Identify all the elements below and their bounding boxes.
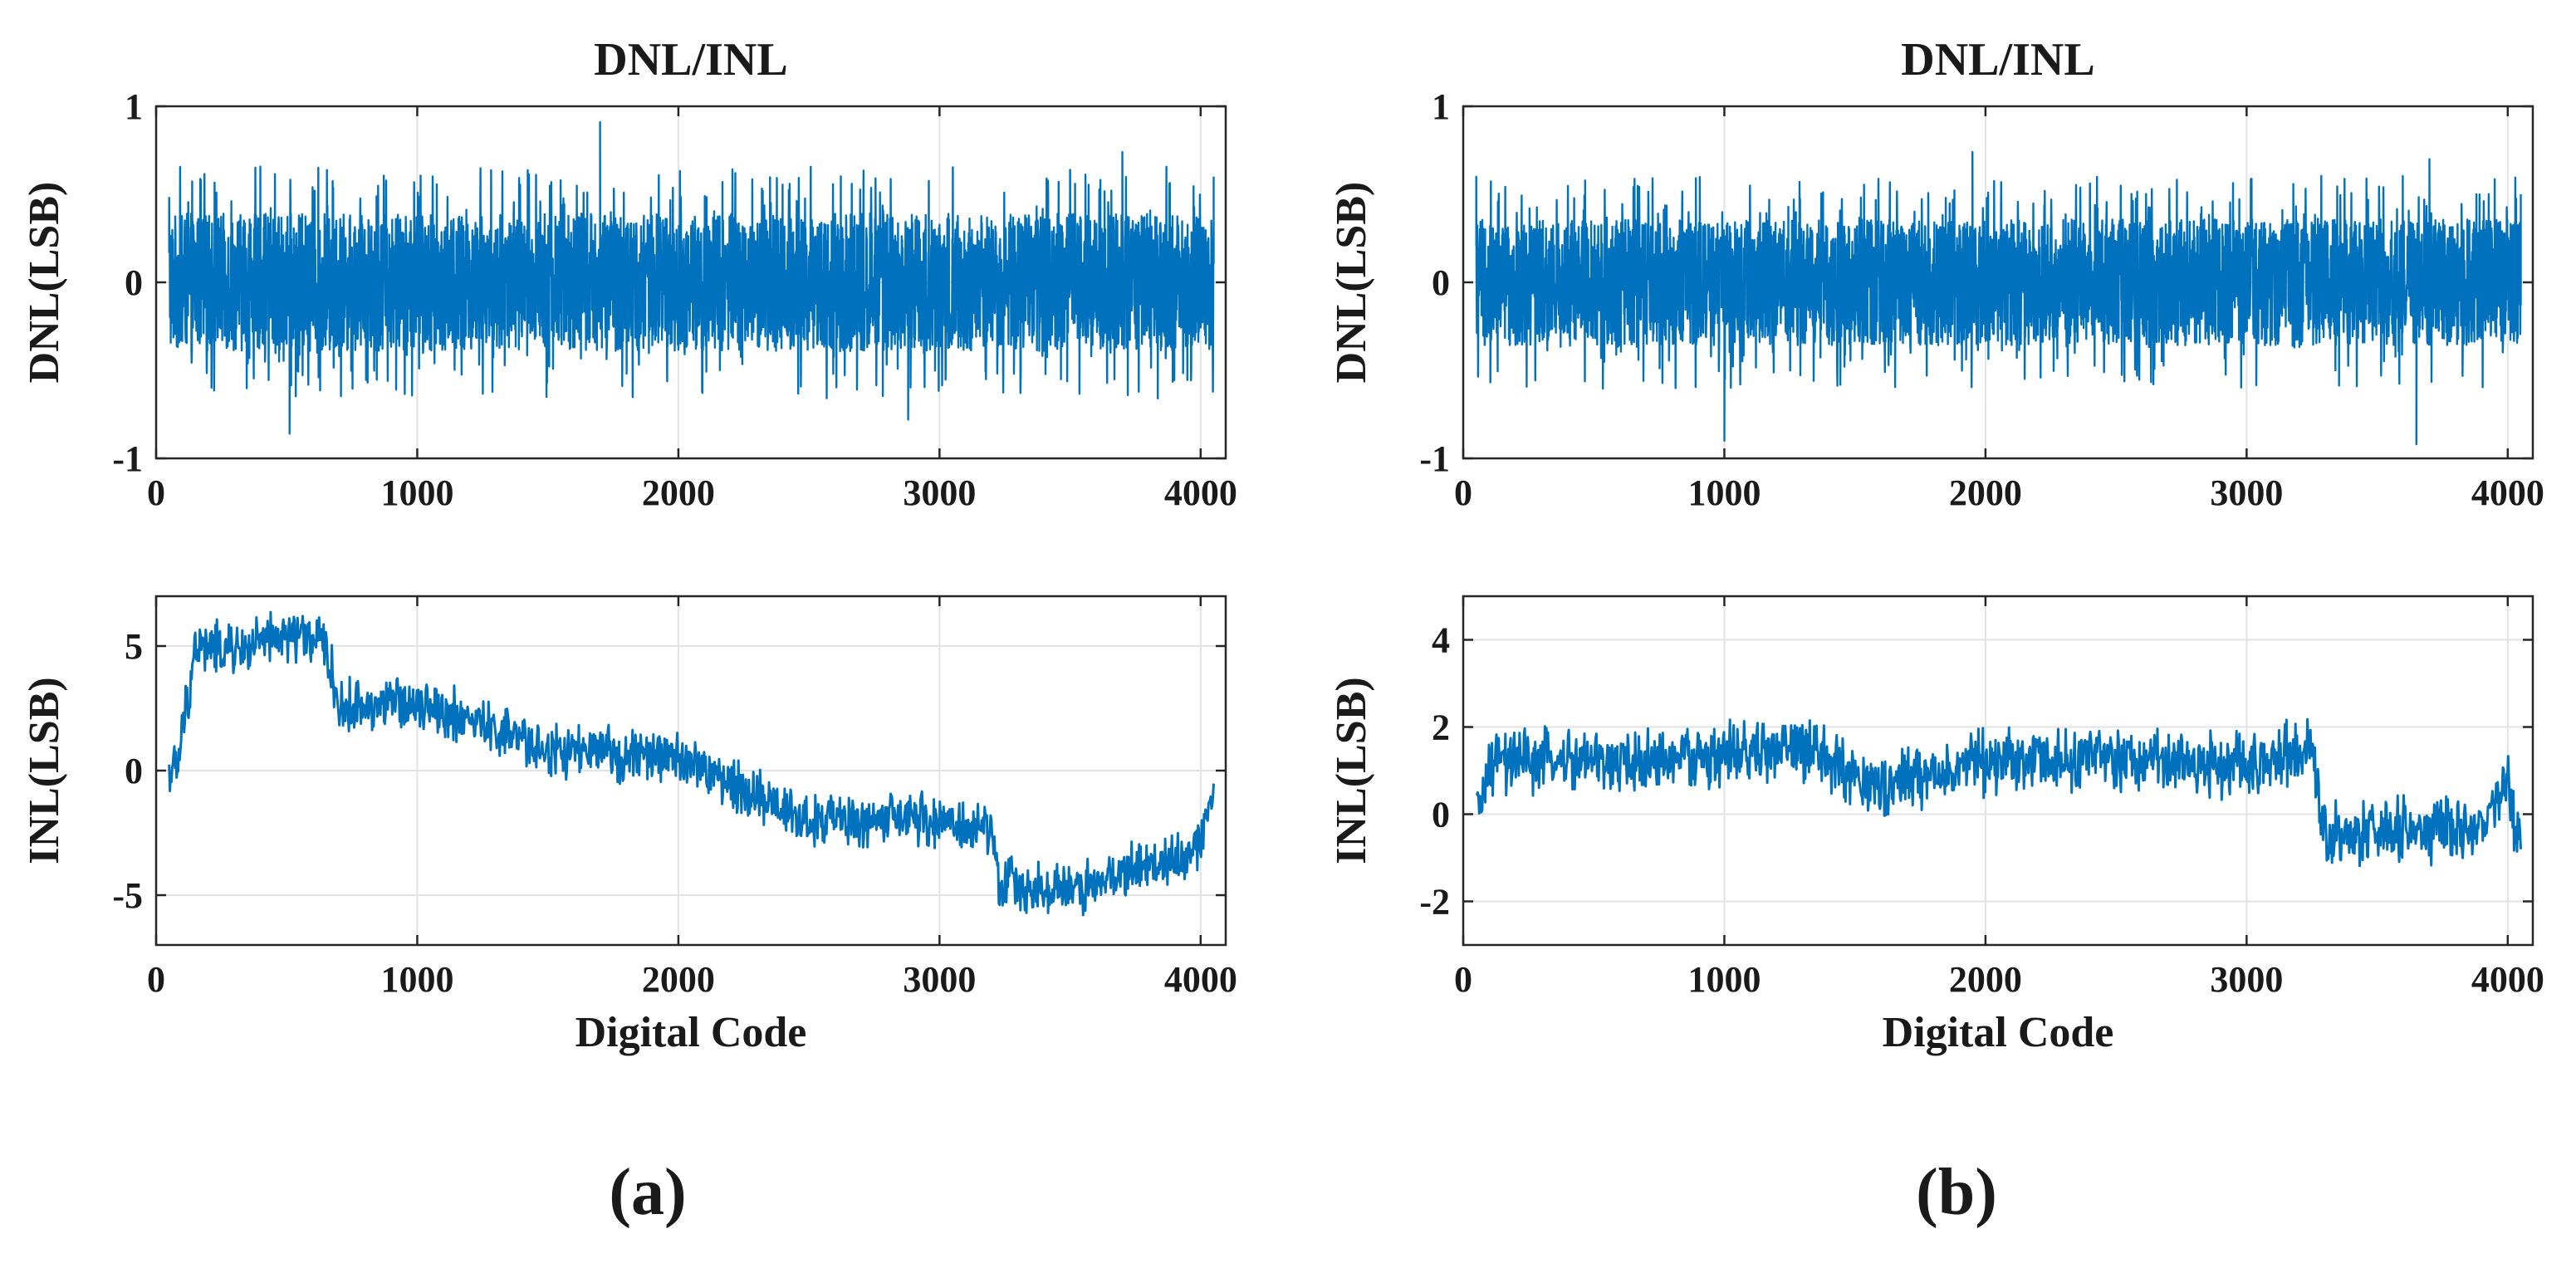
y-tick-label: 4 xyxy=(1432,620,1450,661)
x-tick-label: 3000 xyxy=(2210,472,2283,513)
y-tick-label: 0 xyxy=(125,262,143,303)
x-tick-label: 4000 xyxy=(2471,959,2544,1000)
x-tick-label: 1000 xyxy=(1687,472,1761,513)
y-tick-label: 2 xyxy=(1432,707,1450,748)
x-tick-label: 1000 xyxy=(380,959,453,1000)
x-tick-label: 3000 xyxy=(903,472,976,513)
x-tick-label: 2000 xyxy=(1949,959,2022,1000)
x-tick-label: 1000 xyxy=(380,472,453,513)
y-tick-label: 5 xyxy=(125,626,143,667)
x-tick-label: 0 xyxy=(147,472,165,513)
plot-frame xyxy=(1462,595,2534,947)
x-tick-label: 4000 xyxy=(1164,959,1237,1000)
y-tick-label: 0 xyxy=(1432,795,1450,835)
x-tick-label: 2000 xyxy=(642,959,715,1000)
x-tick-label: 2000 xyxy=(642,472,715,513)
y-tick-label: -1 xyxy=(1419,438,1450,479)
y-tick-label: 0 xyxy=(1432,262,1450,303)
y-axis-label: DNL(LSB) xyxy=(21,182,68,384)
x-tick-label: 0 xyxy=(1454,959,1472,1000)
series-line xyxy=(1475,717,2522,868)
x-tick-label: 1000 xyxy=(1687,959,1761,1000)
y-axis-label: INL(LSB) xyxy=(21,677,68,864)
x-tick-label: 4000 xyxy=(2471,472,2544,513)
y-tick-label: -5 xyxy=(112,875,143,916)
chart-1: 0 1000 2000 3000 4000 -5 0 5 Digital Code INL(LSB… xyxy=(21,595,1237,1056)
panel-label-a: (a) xyxy=(609,1156,686,1229)
x-tick-label: 3000 xyxy=(903,959,976,1000)
x-axis-label: Digital Code xyxy=(575,1009,807,1056)
y-tick-label: 0 xyxy=(125,751,143,791)
y-tick-label: 1 xyxy=(1432,86,1450,127)
y-tick-label: -2 xyxy=(1419,882,1450,923)
y-tick-label: -1 xyxy=(112,438,143,479)
x-tick-label: 3000 xyxy=(2210,959,2283,1000)
series-line xyxy=(168,120,1215,435)
x-tick-label: 2000 xyxy=(1949,472,2022,513)
panel-label-b: (b) xyxy=(1916,1156,1997,1229)
chart-title: DNL/INL xyxy=(1901,34,2094,86)
x-tick-label: 4000 xyxy=(1164,472,1237,513)
series-line xyxy=(1475,150,2522,446)
x-tick-label: 0 xyxy=(1454,472,1472,513)
x-axis-label: Digital Code xyxy=(1883,1009,2114,1056)
y-axis-label: DNL(LSB) xyxy=(1328,182,1375,384)
y-axis-label: INL(LSB) xyxy=(1328,677,1375,864)
series-line xyxy=(168,610,1215,917)
chart-title: DNL/INL xyxy=(594,34,787,86)
x-tick-label: 0 xyxy=(147,959,165,1000)
y-tick-label: 1 xyxy=(125,86,143,127)
